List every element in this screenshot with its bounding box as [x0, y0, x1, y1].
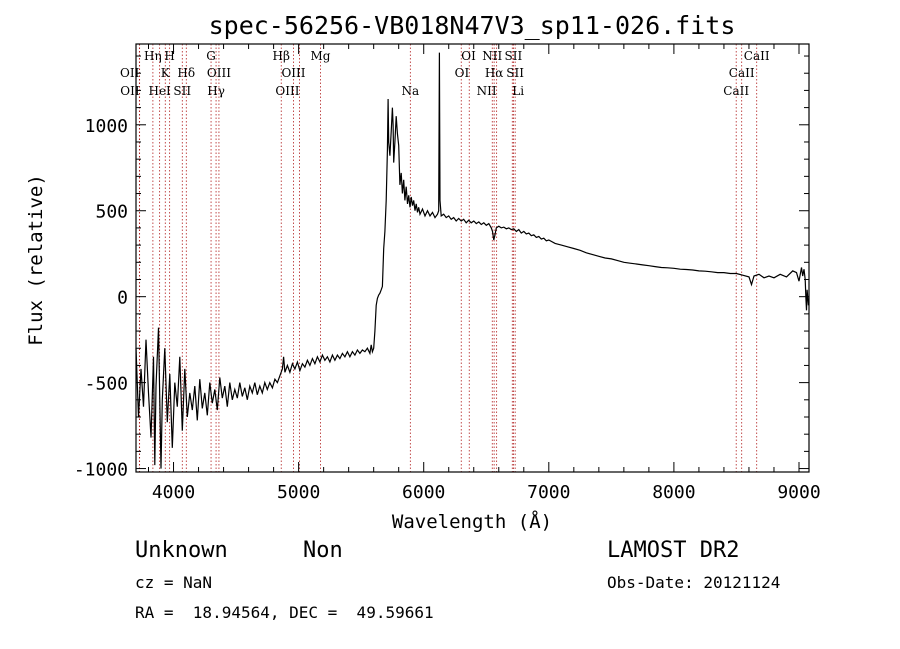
- line-label: K: [161, 66, 171, 80]
- line-label: SII: [505, 49, 523, 63]
- line-label: Hα: [485, 66, 504, 80]
- chart-title: spec-56256-VB018N47V3_sp11-026.fits: [209, 11, 736, 40]
- line-label: NII: [482, 49, 502, 63]
- subclass-label: Non: [303, 538, 343, 563]
- line-label: H: [164, 49, 174, 63]
- line-label: Li: [512, 84, 524, 98]
- line-label: Na: [402, 84, 420, 98]
- line-label: SII: [506, 66, 524, 80]
- x-tick-label: 5000: [277, 482, 320, 503]
- line-label: Mg: [311, 49, 331, 63]
- line-label: CaII: [744, 49, 770, 63]
- y-tick-label: 0: [117, 288, 128, 309]
- line-label: OI: [455, 66, 470, 80]
- line-label: HeI: [148, 84, 171, 98]
- obs-date-label: Obs-Date: 20121124: [607, 573, 781, 592]
- line-label: CaII: [723, 84, 749, 98]
- spectrum-line: [135, 52, 810, 469]
- line-label: SII: [173, 84, 191, 98]
- plot-frame: [135, 43, 810, 473]
- redshift-label: cz = NaN: [135, 573, 213, 592]
- survey-label: LAMOST DR2: [607, 538, 740, 563]
- line-label: OII: [120, 84, 140, 98]
- x-axis-ticks: 4000 5000 6000 7000 8000 9000: [148, 44, 821, 503]
- y-axis-ticks: -1000 -500 0 500 1000: [74, 55, 809, 481]
- line-label: OI: [461, 49, 476, 63]
- x-tick-label: 4000: [152, 482, 195, 503]
- line-markers: [138, 44, 758, 472]
- y-tick-label: 500: [95, 202, 128, 223]
- line-label: Hβ: [273, 49, 290, 63]
- x-tick-label: 9000: [777, 482, 820, 503]
- line-label: G: [206, 49, 216, 63]
- y-tick-label: -500: [85, 374, 128, 395]
- line-label: Hη: [144, 49, 162, 63]
- line-label: OIII: [281, 66, 305, 80]
- y-axis-label: Flux (relative): [25, 174, 47, 346]
- class-label: Unknown: [135, 538, 228, 563]
- line-label: OIII: [275, 84, 299, 98]
- x-axis-label: Wavelength (Å): [392, 510, 552, 533]
- x-tick-label: 8000: [652, 482, 695, 503]
- y-tick-label: 1000: [85, 116, 128, 137]
- line-label: Hδ: [177, 66, 195, 80]
- line-label: CaII: [729, 66, 755, 80]
- line-label: OII: [120, 66, 140, 80]
- line-label: Hγ: [207, 84, 225, 98]
- line-label: NII: [477, 84, 497, 98]
- line-label: OIII: [207, 66, 231, 80]
- coordinates-label: RA = 18.94564, DEC = 49.59661: [135, 603, 434, 622]
- x-tick-label: 7000: [527, 482, 570, 503]
- line-labels: OII OII Hη K HeI H SII Hδ G OIII Hγ Hβ OIII OIII Mg Na O…: [120, 49, 770, 98]
- x-tick-label: 6000: [402, 482, 445, 503]
- y-tick-label: -1000: [74, 460, 128, 481]
